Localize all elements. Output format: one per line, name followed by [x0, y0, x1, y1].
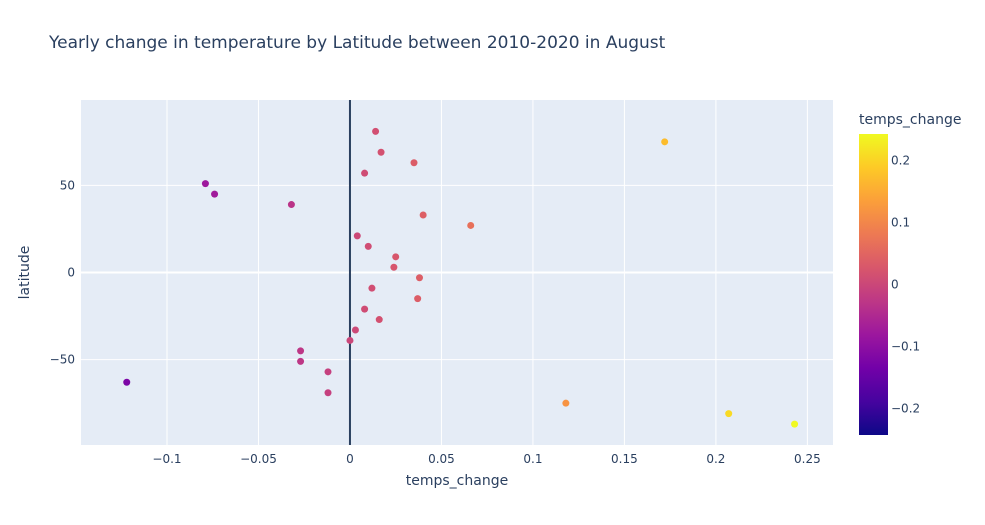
- data-point: [390, 263, 398, 271]
- y-tick-label: −50: [50, 353, 75, 367]
- x-tick-label: 0: [346, 452, 354, 466]
- data-point: [419, 211, 427, 219]
- data-point: [364, 242, 372, 250]
- data-point: [346, 336, 354, 344]
- colorbar-tick-label: −0.1: [891, 339, 920, 353]
- data-point: [562, 399, 570, 407]
- y-tick-label: 0: [67, 266, 75, 280]
- chart-title: Yearly change in temperature by Latitude…: [49, 33, 666, 53]
- data-point: [351, 326, 359, 334]
- colorbar: temps_change 0.2 0.1 0 −0.1 −0.2: [859, 112, 961, 435]
- data-point: [415, 274, 423, 282]
- x-tick-label: 0.25: [794, 452, 821, 466]
- x-tick-label: −0.05: [240, 452, 277, 466]
- data-point: [201, 180, 209, 188]
- data-point: [392, 253, 400, 261]
- data-point: [368, 284, 376, 292]
- x-tick-label: 0.2: [706, 452, 725, 466]
- data-point: [377, 148, 385, 156]
- colorbar-tick-label: −0.2: [891, 401, 920, 415]
- data-point: [414, 295, 422, 303]
- x-tick-label: 0.15: [611, 452, 638, 466]
- x-axis-title: temps_change: [406, 473, 508, 489]
- x-axis-ticks: −0.1 −0.05 0 0.05 0.1 0.15 0.2 0.25: [152, 452, 820, 466]
- colorbar-gradient: [859, 134, 888, 435]
- data-point: [287, 201, 295, 209]
- colorbar-tick-label: 0.2: [891, 154, 910, 168]
- y-axis-ticks: −50 0 50: [50, 178, 75, 366]
- data-point: [467, 221, 475, 229]
- x-tick-label: 0.05: [428, 452, 455, 466]
- data-point: [410, 159, 418, 167]
- data-point: [791, 420, 799, 428]
- data-point: [353, 232, 361, 240]
- data-point: [375, 316, 383, 324]
- y-axis-title: latitude: [17, 246, 33, 300]
- data-point: [123, 378, 131, 386]
- x-tick-label: 0.1: [523, 452, 542, 466]
- data-point: [297, 357, 305, 365]
- x-tick-label: −0.1: [152, 452, 181, 466]
- data-point: [324, 368, 332, 376]
- data-point: [361, 305, 369, 313]
- colorbar-tick-label: 0.1: [891, 216, 910, 230]
- data-point: [211, 190, 219, 198]
- data-point: [661, 138, 669, 146]
- colorbar-tick-label: 0: [891, 278, 899, 292]
- data-point: [324, 389, 332, 397]
- colorbar-title: temps_change: [859, 112, 961, 128]
- data-points: [123, 127, 799, 428]
- y-tick-label: 50: [60, 178, 75, 192]
- data-point: [297, 347, 305, 355]
- data-point: [361, 169, 369, 177]
- data-point: [725, 410, 733, 418]
- colorbar-ticks: 0.2 0.1 0 −0.1 −0.2: [891, 154, 920, 416]
- data-point: [372, 127, 380, 135]
